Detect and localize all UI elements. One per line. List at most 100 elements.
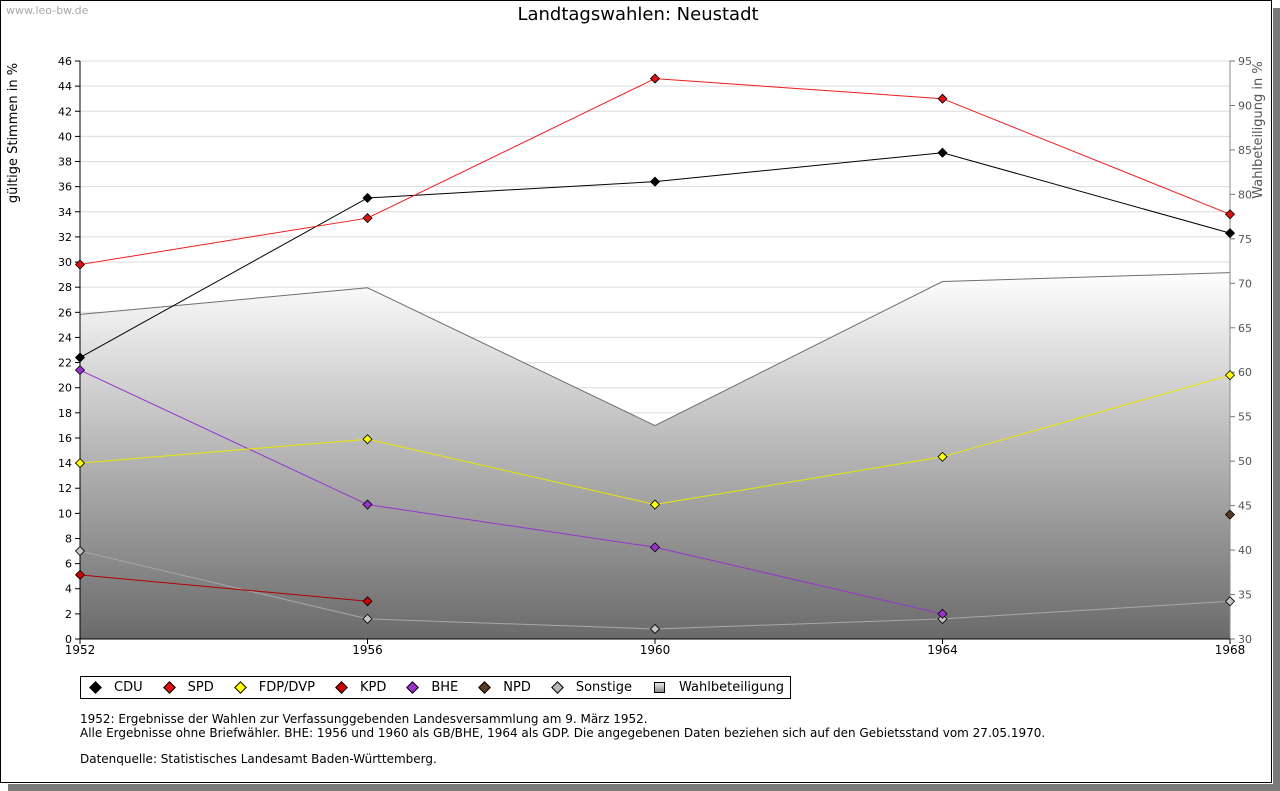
legend-marker-npd bbox=[478, 681, 492, 694]
y-tick-label-left: 14 bbox=[58, 457, 72, 470]
x-tick-label: 1960 bbox=[640, 643, 671, 657]
point-sonstige-1960 bbox=[649, 623, 661, 635]
point-spd-1960 bbox=[649, 73, 661, 84]
point-bhe-1952 bbox=[74, 365, 86, 376]
point-spd-1956 bbox=[362, 212, 373, 224]
y-axis-label-left: gültige Stimmen in % bbox=[6, 63, 21, 203]
turnout-area bbox=[79, 272, 1231, 639]
y-tick-label-right: 40 bbox=[1238, 544, 1252, 557]
series-lines bbox=[79, 78, 1231, 630]
point-cdu-1960 bbox=[649, 176, 661, 187]
y-tick-label-right: 30 bbox=[1238, 633, 1252, 646]
point-spd-1964 bbox=[937, 93, 948, 104]
legend-marker-fdp-dvp bbox=[233, 681, 247, 694]
turnout-line bbox=[79, 272, 1231, 427]
frame-shadow-bottom bbox=[8, 784, 1280, 791]
y-tick-label-left: 32 bbox=[58, 231, 72, 244]
x-tick-label: 1952 bbox=[65, 643, 96, 657]
y-tick-label-left: 24 bbox=[58, 331, 72, 344]
y-tick-label-right: 80 bbox=[1238, 188, 1252, 201]
point-spd-1968 bbox=[1224, 209, 1236, 220]
point-fdp-dvp-1956 bbox=[362, 434, 373, 445]
point-kpd-1956 bbox=[362, 596, 373, 607]
y-tick-label-right: 65 bbox=[1238, 322, 1252, 335]
series-markers bbox=[74, 73, 1236, 635]
legend-item-sonstige: Sonstige bbox=[550, 680, 633, 695]
y-tick-label-left: 4 bbox=[65, 583, 72, 596]
y-tick-label-left: 12 bbox=[58, 482, 72, 495]
y-tick-label-left: 42 bbox=[58, 105, 72, 118]
y-tick-label-left: 28 bbox=[58, 281, 72, 294]
y-tick-label-left: 22 bbox=[58, 357, 72, 370]
point-kpd-1952 bbox=[74, 569, 86, 580]
point-cdu-1964 bbox=[937, 147, 948, 158]
y-tick-label-left: 38 bbox=[58, 156, 72, 169]
legend-marker-kpd bbox=[335, 681, 348, 694]
y-tick-label-right: 55 bbox=[1238, 411, 1252, 424]
y-tick-label-left: 20 bbox=[58, 382, 72, 395]
point-cdu-1968 bbox=[1224, 228, 1236, 239]
note-line-2: Alle Ergebnisse ohne Briefwähler. BHE: 1… bbox=[80, 726, 1046, 740]
point-bhe-1964 bbox=[937, 608, 948, 619]
series-line-kpd bbox=[79, 574, 368, 602]
point-cdu-1956 bbox=[362, 192, 373, 204]
y-axis-label-right: Wahlbeteiligung in % bbox=[1251, 61, 1266, 198]
point-bhe-1956 bbox=[362, 499, 373, 510]
legend-label-npd: NPD bbox=[503, 680, 531, 695]
point-spd-1952 bbox=[74, 259, 86, 270]
point-npd-1968 bbox=[1224, 509, 1236, 520]
y-tick-label-left: 0 bbox=[65, 633, 72, 646]
x-tick-label: 1964 bbox=[927, 643, 958, 657]
legend-label-cdu: CDU bbox=[114, 680, 143, 695]
y-tick-label-right: 75 bbox=[1238, 233, 1252, 246]
legend-label-fdp-dvp: FDP/DVP bbox=[258, 680, 315, 695]
note-line-1: 1952: Ergebnisse der Wahlen zur Verfassu… bbox=[80, 712, 648, 726]
y-tick-label-left: 2 bbox=[65, 608, 72, 621]
point-fdp-dvp-1964 bbox=[937, 451, 948, 462]
x-tick-label: 1956 bbox=[352, 643, 383, 657]
y-tick-label-left: 46 bbox=[58, 55, 72, 68]
legend-label-bhe: BHE bbox=[431, 680, 459, 695]
legend-item-wahlbeteiligung: Wahlbeteiligung bbox=[652, 680, 784, 695]
legend-marker-cdu bbox=[89, 681, 102, 694]
y-tick-label-left: 44 bbox=[58, 80, 72, 93]
point-bhe-1960 bbox=[649, 542, 661, 553]
y-tick-label-left: 16 bbox=[58, 432, 72, 445]
point-cdu-1952 bbox=[74, 352, 86, 363]
y-tick-label-right: 90 bbox=[1238, 99, 1252, 112]
axes: 0246810121416182022242628303234363840424… bbox=[58, 55, 1252, 657]
legend-marker-sonstige bbox=[550, 681, 564, 694]
legend-label-sonstige: Sonstige bbox=[575, 680, 633, 695]
legend-marker-spd bbox=[162, 681, 176, 694]
series-line-bhe bbox=[79, 369, 943, 615]
point-fdp-dvp-1968 bbox=[1224, 370, 1236, 381]
y-tick-label-right: 45 bbox=[1238, 500, 1252, 513]
frame-shadow-right bbox=[1273, 8, 1280, 791]
legend-marker-wahlbeteiligung bbox=[654, 682, 666, 693]
point-sonstige-1952 bbox=[74, 545, 86, 557]
turnout-area-fill bbox=[80, 272, 1230, 639]
y-tick-label-left: 18 bbox=[58, 407, 72, 420]
source-watermark: www.leo-bw.de bbox=[6, 4, 89, 17]
election-chart: Landtagswahlen: Neustadt 024681012141618… bbox=[6, 4, 1266, 657]
chart-legend: CDU SPD FDP/DVP KPD BHE NPD Sonstige Wahlbeteil… bbox=[80, 676, 792, 699]
y-tick-label-left: 6 bbox=[65, 558, 72, 571]
point-sonstige-1956 bbox=[362, 613, 373, 624]
legend-item-bhe: BHE bbox=[406, 680, 458, 695]
y-tick-label-left: 36 bbox=[58, 181, 72, 194]
y-tick-label-left: 40 bbox=[58, 130, 72, 143]
chart-notes: 1952: Ergebnisse der Wahlen zur Verfassu… bbox=[80, 712, 1045, 766]
legend-item-npd: NPD bbox=[478, 680, 531, 695]
y-tick-label-right: 60 bbox=[1238, 366, 1252, 379]
legend-label-kpd: KPD bbox=[359, 680, 387, 695]
point-fdp-dvp-1960 bbox=[649, 499, 661, 510]
y-tick-label-left: 30 bbox=[58, 256, 72, 269]
point-fdp-dvp-1952 bbox=[74, 458, 86, 469]
y-tick-label-left: 34 bbox=[58, 206, 72, 219]
y-tick-label-right: 50 bbox=[1238, 455, 1252, 468]
y-tick-label-right: 70 bbox=[1238, 277, 1252, 290]
legend-label-spd: SPD bbox=[187, 680, 214, 695]
point-sonstige-1968 bbox=[1224, 596, 1236, 607]
legend-label-wahlbeteiligung: Wahlbeteiligung bbox=[679, 680, 785, 695]
legend-item-kpd: KPD bbox=[335, 680, 386, 695]
